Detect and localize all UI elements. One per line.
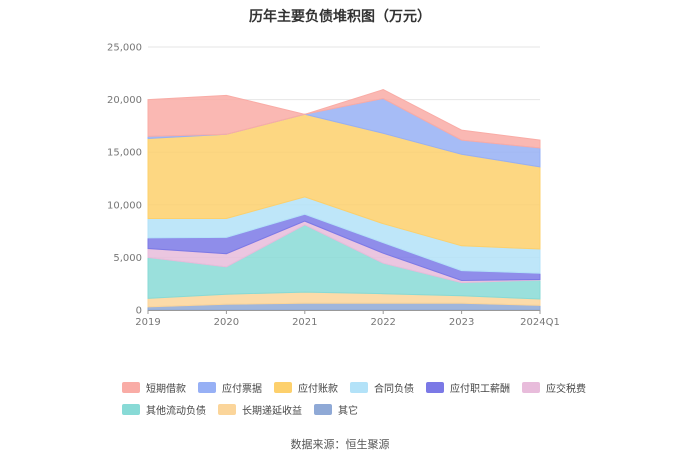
legend-swatch [314,403,332,415]
x-tick-label: 2020 [214,317,239,328]
legend-swatch [122,403,140,415]
y-tick-label: 10,000 [107,200,142,211]
x-tick-label: 2021 [292,317,317,328]
legend-item[interactable]: 合同负债 [350,378,414,396]
legend-item[interactable]: 其它 [314,400,358,418]
legend-row: 短期借款 应付票据 应付账款 合同负债 应付职工薪酬 应交税费 [122,378,586,396]
legend-swatch [274,381,292,393]
data-source-note: 数据来源：恒生聚源 [290,438,390,451]
legend-label: 短期借款 [146,383,186,395]
legend-swatch [426,381,444,393]
legend-swatch [198,381,216,393]
x-tick-label: 2024Q1 [520,317,560,328]
legend-label: 合同负债 [374,383,414,395]
legend-item[interactable]: 长期递延收益 [218,400,302,418]
legend-label: 其他流动负债 [146,405,206,417]
y-tick-label: 20,000 [107,95,142,106]
y-tick-label: 25,000 [107,43,142,54]
y-tick-label: 15,000 [107,148,142,159]
chart-legend: 短期借款 应付票据 应付账款 合同负债 应付职工薪酬 应交税费其他流动负债 长期递延收益 其它 [122,378,586,422]
legend-label: 应付职工薪酬 [450,383,510,395]
legend-label: 应付票据 [222,383,262,395]
legend-item[interactable]: 应付职工薪酬 [426,378,510,396]
legend-swatch [350,381,368,393]
x-tick-label: 2023 [449,317,474,328]
legend-swatch [522,381,540,393]
legend-item[interactable]: 应付账款 [274,378,338,396]
chart-title: 历年主要负债堆积图（万元） [249,9,431,25]
area-series-短期借款 [147,89,541,149]
legend-label: 其它 [338,405,358,417]
legend-swatch [122,381,140,393]
legend-item[interactable]: 短期借款 [122,378,186,396]
y-tick-label: 0 [136,306,142,317]
legend-label: 长期递延收益 [242,405,302,417]
x-tick-label: 2019 [135,317,160,328]
legend-swatch [218,403,236,415]
legend-item[interactable]: 其他流动负债 [122,400,206,418]
legend-label: 应付账款 [298,383,338,395]
legend-item[interactable]: 应交税费 [522,378,586,396]
x-tick-label: 2022 [370,317,395,328]
legend-row: 其他流动负债 长期递延收益 其它 [122,400,562,418]
legend-item[interactable]: 应付票据 [198,378,262,396]
legend-label: 应交税费 [546,383,586,395]
y-tick-label: 5,000 [113,253,142,264]
